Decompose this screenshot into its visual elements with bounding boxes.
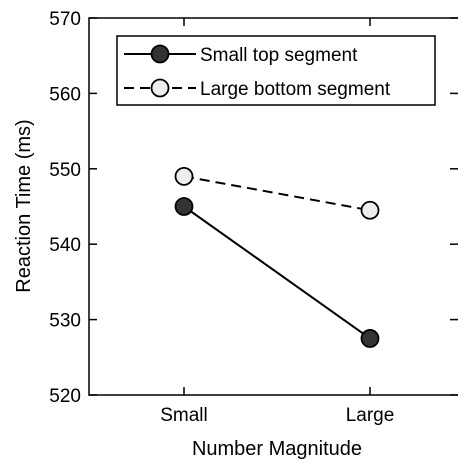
axes: 520 530 540 550 560 570 Small Large (49, 9, 458, 426)
y-tick-label: 560 (49, 84, 81, 105)
legend-marker (150, 78, 170, 98)
data-point (360, 200, 380, 220)
y-tick-label: 540 (49, 235, 81, 256)
legend-label: Small top segment (200, 45, 358, 66)
y-tick-label: 550 (49, 160, 81, 181)
data-point (360, 329, 380, 348)
series-line (183, 205, 371, 340)
y-axis-label: Reaction Time (ms) (13, 119, 35, 292)
y-tick-label: 530 (49, 311, 81, 332)
x-tick-label: Large (346, 405, 395, 426)
data-point (174, 166, 194, 186)
legend-marker (150, 44, 170, 64)
legend: Small top segment Large bottom segment (116, 35, 436, 106)
y-tick-label: 570 (49, 9, 81, 30)
x-tick-label: Small (160, 405, 208, 426)
series-layer (174, 166, 380, 348)
y-tick-label: 520 (49, 386, 81, 407)
legend-label: Large bottom segment (200, 79, 391, 100)
x-axis-label: Number Magnitude (192, 438, 362, 460)
plot-frame (88, 17, 458, 396)
data-point (174, 197, 194, 216)
legend-box (116, 35, 436, 106)
series-line (183, 175, 371, 212)
